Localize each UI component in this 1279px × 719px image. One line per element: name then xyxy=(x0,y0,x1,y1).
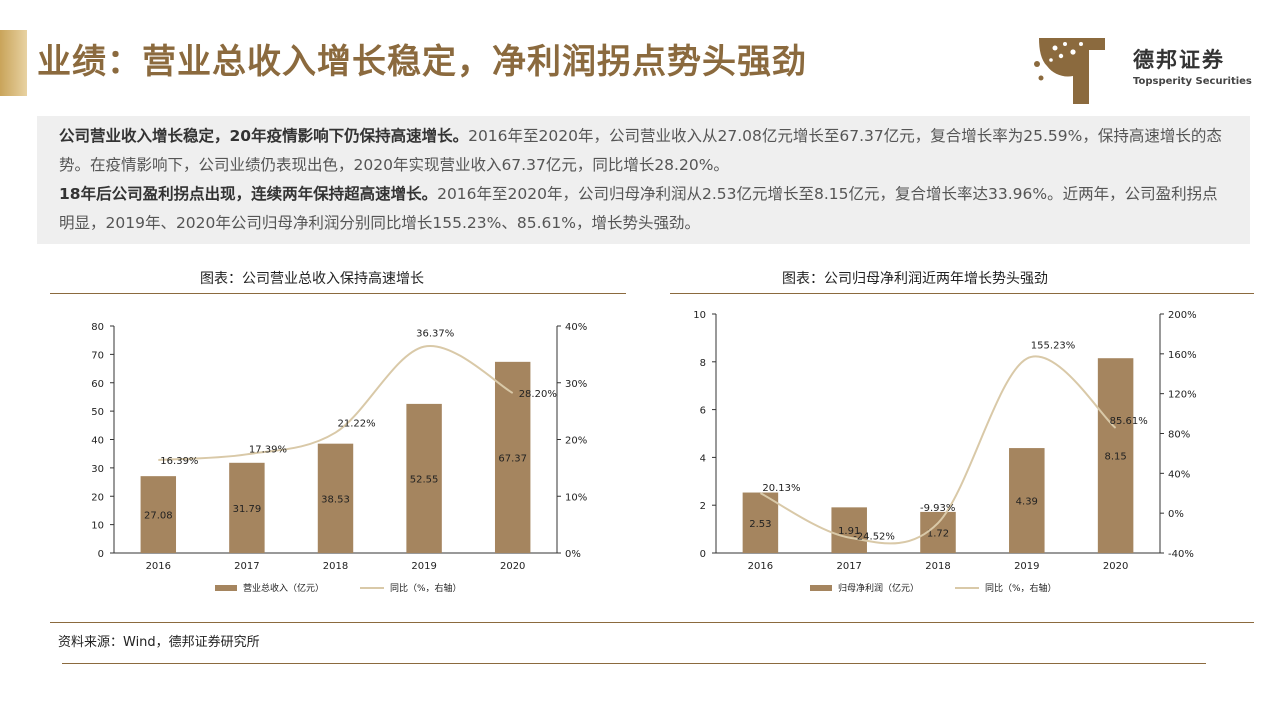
bar xyxy=(317,443,354,553)
data-source: 资料来源：Wind，德邦证券研究所 xyxy=(58,635,260,650)
bar xyxy=(742,492,779,553)
y-tick-label: 70 xyxy=(91,350,104,361)
legend-bar-swatch xyxy=(215,585,237,591)
x-tick-label: 2017 xyxy=(836,561,861,572)
bar-data-label: 4.39 xyxy=(1016,497,1038,508)
y-tick-label: 10 xyxy=(91,521,104,532)
x-tick-label: 2020 xyxy=(500,561,525,572)
y-tick-label: 50 xyxy=(91,407,104,418)
bar-data-label: 27.08 xyxy=(144,511,173,522)
chart-divider-right xyxy=(670,293,1254,294)
y-tick-label: 8 xyxy=(700,358,706,369)
bar-data-label: 31.79 xyxy=(233,504,262,515)
line-data-label: 17.39% xyxy=(249,444,287,455)
y-tick-label: 80 xyxy=(91,322,104,333)
line-data-label: 155.23% xyxy=(1031,341,1076,352)
bar-data-label: 2.53 xyxy=(749,519,771,530)
y-tick-label: 2 xyxy=(700,501,706,512)
bar xyxy=(229,462,265,553)
x-tick-label: 2016 xyxy=(146,561,171,572)
bar xyxy=(406,403,442,553)
brand-name-cn: 德邦证券 xyxy=(1133,48,1225,72)
summary-paragraph-profit: 18年后公司盈利拐点出现，连续两年保持超高速增长。2016年至2020年，公司归… xyxy=(59,180,1228,238)
bar-data-label: 52.55 xyxy=(410,474,439,485)
line-data-label: 85.61% xyxy=(1110,416,1148,427)
line-data-label: 20.13% xyxy=(762,483,800,494)
y-tick-label: 20 xyxy=(91,492,104,503)
y2-tick-label: 160% xyxy=(1168,350,1197,361)
y2-tick-label: 40% xyxy=(1168,469,1190,480)
y-tick-label: 4 xyxy=(700,453,706,464)
x-tick-label: 2018 xyxy=(925,561,950,572)
y-tick-label: 30 xyxy=(91,464,104,475)
bar-data-label: 67.37 xyxy=(498,453,527,464)
bar-data-label: 8.15 xyxy=(1104,452,1126,463)
bar xyxy=(1097,358,1134,553)
bar xyxy=(831,507,867,553)
bar xyxy=(140,476,177,553)
summary-revenue-text: 2016年至2020年，公司营业收入从27.08亿元增长至67.37亿元，复合增… xyxy=(59,127,1222,174)
y-tick-label: 6 xyxy=(700,406,706,417)
y-tick-label: 0 xyxy=(98,549,104,560)
line-data-label: 21.22% xyxy=(338,419,376,430)
y2-tick-label: 80% xyxy=(1168,430,1190,441)
y2-tick-label: 20% xyxy=(565,436,587,447)
y-tick-label: 40 xyxy=(91,436,104,447)
leopard-logo-icon xyxy=(1034,38,1105,104)
legend-bar-label: 营业总收入（亿元） xyxy=(243,582,324,594)
title-accent-bar xyxy=(0,30,27,96)
line-data-label: 28.20% xyxy=(519,389,557,400)
x-tick-label: 2020 xyxy=(1103,561,1128,572)
chart-divider-left xyxy=(50,293,626,294)
x-tick-label: 2019 xyxy=(1014,561,1039,572)
y2-tick-label: -40% xyxy=(1168,549,1194,560)
y-tick-label: 0 xyxy=(700,549,706,560)
x-tick-label: 2016 xyxy=(748,561,773,572)
chart-title-profit: 图表：公司归母净利润近两年增长势头强劲 xyxy=(782,271,1048,287)
net-profit-chart: 0 2 4 6 8 10 -40% 0% 40% 80% 120% 160% 200% 2.53 2016 1… xyxy=(693,310,1197,594)
bar-data-label: 1.72 xyxy=(927,528,949,539)
x-tick-label: 2018 xyxy=(323,561,348,572)
y2-tick-label: 200% xyxy=(1168,310,1197,321)
footer-rule-top xyxy=(50,622,1254,623)
y-tick-label: 60 xyxy=(91,379,104,390)
y-tick-label: 10 xyxy=(693,310,706,321)
x-tick-label: 2019 xyxy=(411,561,436,572)
line-data-label: -9.93% xyxy=(920,503,955,514)
y2-tick-label: 40% xyxy=(565,322,587,333)
legend-bar-swatch xyxy=(810,585,832,591)
page-title: 业绩：营业总收入增长稳定，净利润拐点势头强劲 xyxy=(37,42,807,82)
legend-line-label: 同比（%，右轴） xyxy=(985,582,1057,594)
bar-data-label: 1.91 xyxy=(838,526,860,537)
summary-profit-headline: 18年后公司盈利拐点出现，连续两年保持超高速增长。 xyxy=(59,185,438,203)
summary-profit-text: 2016年至2020年，公司归母净利润从2.53亿元增长至8.15亿元，复合增长… xyxy=(59,185,1218,232)
summary-revenue-headline: 公司营业收入增长稳定，20年疫情影响下仍保持高速增长。 xyxy=(59,127,469,145)
legend-line-label: 同比（%，右轴） xyxy=(390,582,462,594)
revenue-chart: 0 10 20 30 40 50 60 70 80 0% 10% 20% 30% 40% 27.08 2016… xyxy=(91,322,587,594)
bar-data-label: 38.53 xyxy=(321,494,350,505)
y2-tick-label: 0% xyxy=(565,549,581,560)
chart-title-revenue: 图表：公司营业总收入保持高速增长 xyxy=(200,271,424,287)
brand-name-en: Topsperity Securities xyxy=(1133,76,1252,87)
x-tick-label: 2017 xyxy=(234,561,259,572)
bar xyxy=(494,361,531,553)
line-data-label: 36.37% xyxy=(416,329,454,340)
summary-box: 公司营业收入增长稳定，20年疫情影响下仍保持高速增长。2016年至2020年，公… xyxy=(37,116,1250,244)
summary-paragraph-revenue: 公司营业收入增长稳定，20年疫情影响下仍保持高速增长。2016年至2020年，公… xyxy=(59,122,1228,180)
yoy-line xyxy=(158,345,514,461)
y2-tick-label: 10% xyxy=(565,492,587,503)
line-data-label: 16.39% xyxy=(160,456,198,467)
footer-rule-bottom xyxy=(62,663,1206,664)
y2-tick-label: 120% xyxy=(1168,390,1197,401)
legend-bar-label: 归母净利润（亿元） xyxy=(838,582,919,594)
yoy-line xyxy=(759,355,1117,545)
brand: 德邦证券 Topsperity Securities xyxy=(1133,44,1252,87)
y2-tick-label: 30% xyxy=(565,379,587,390)
bar xyxy=(1009,448,1045,553)
y2-tick-label: 0% xyxy=(1168,509,1184,520)
line-data-label: -24.52% xyxy=(853,532,895,543)
